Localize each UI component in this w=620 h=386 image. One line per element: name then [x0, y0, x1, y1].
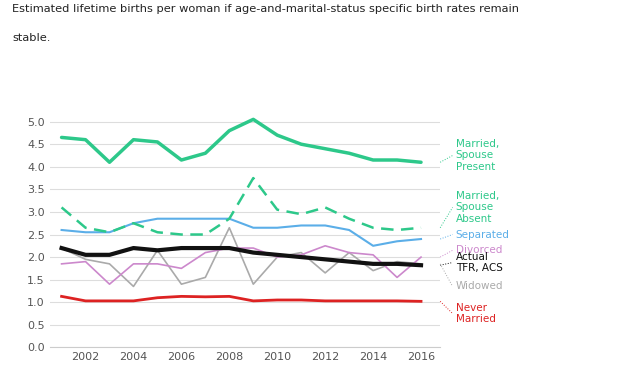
Text: Estimated lifetime births per woman if age-and-marital-status specific birth rat: Estimated lifetime births per woman if a… — [12, 4, 520, 14]
Text: Divorced: Divorced — [456, 245, 502, 255]
Text: Married,
Spouse
Absent: Married, Spouse Absent — [456, 191, 499, 224]
Text: Never
Married: Never Married — [456, 303, 495, 324]
Text: stable.: stable. — [12, 33, 51, 43]
Text: Married,
Spouse
Present: Married, Spouse Present — [456, 139, 499, 172]
Text: Actual
TFR, ACS: Actual TFR, ACS — [456, 252, 503, 273]
Text: Separated: Separated — [456, 230, 510, 240]
Text: Widowed: Widowed — [456, 281, 503, 291]
